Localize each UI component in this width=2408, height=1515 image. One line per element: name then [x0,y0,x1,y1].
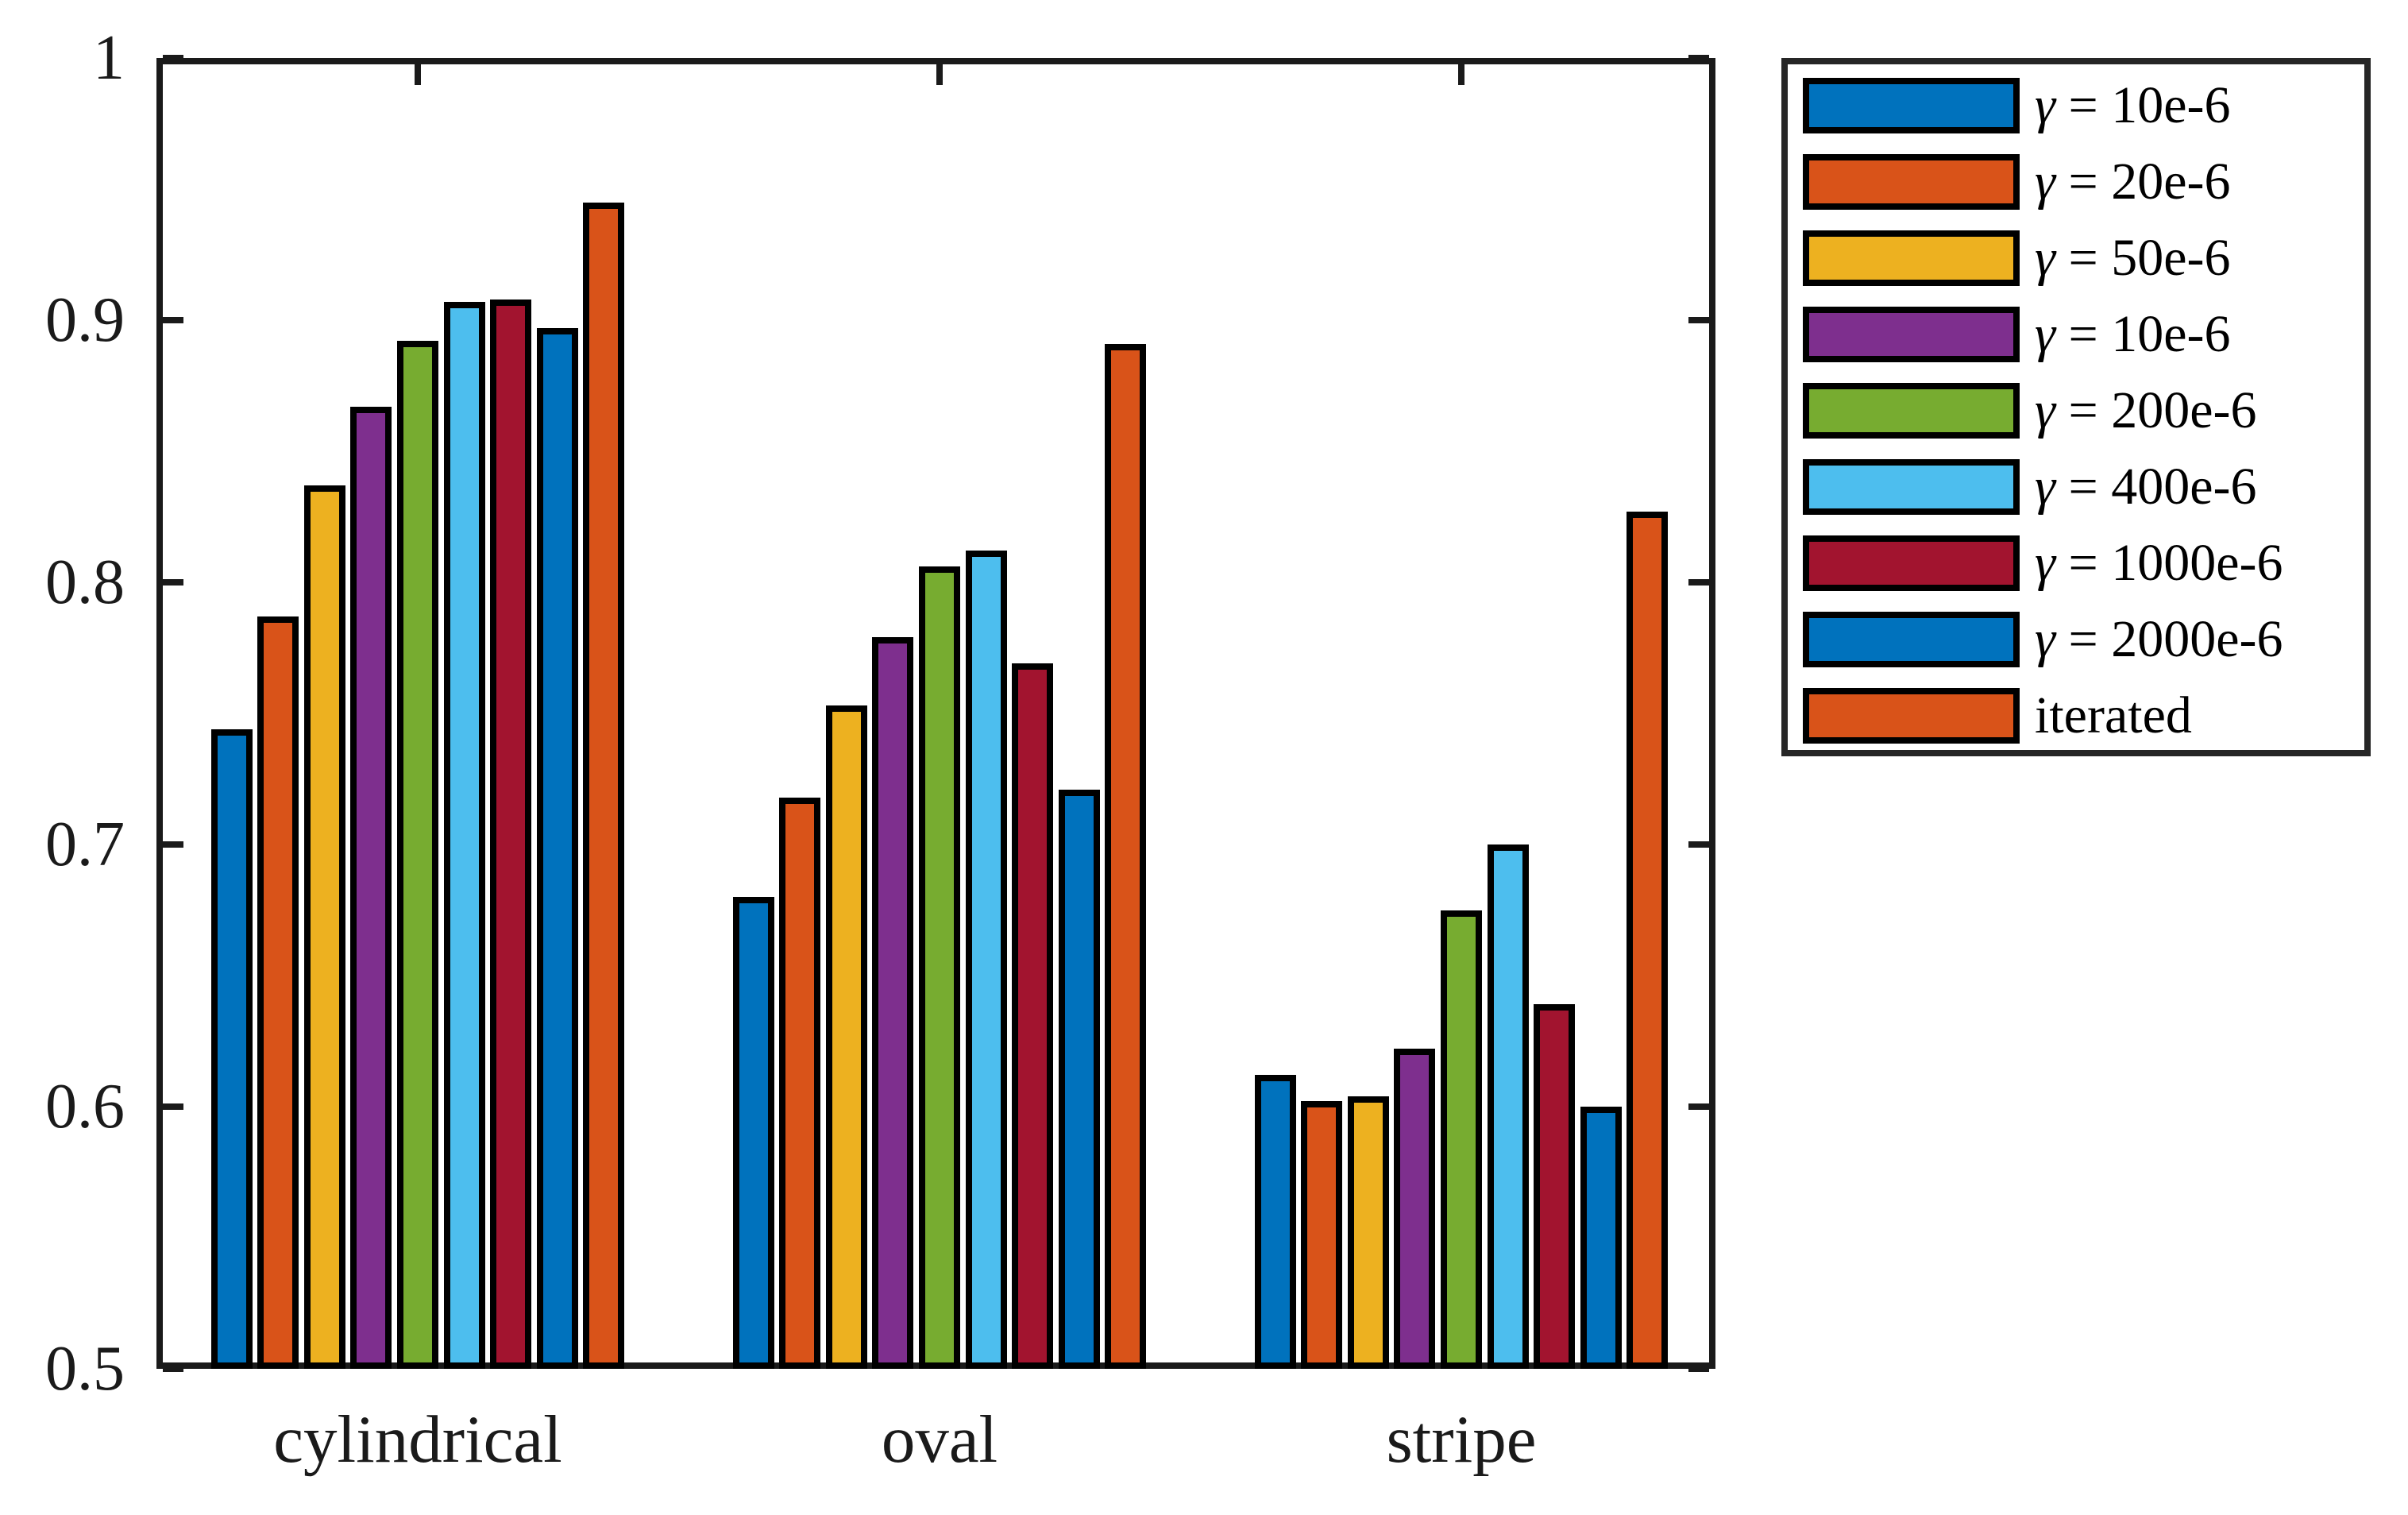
legend-label-4: γ = 10e-6 [2035,305,2231,363]
bar-stripe-series-1 [1254,1075,1296,1369]
y-tick-label-0.9: 0.9 [45,285,125,355]
legend-swatch-3 [1803,230,2020,286]
y-tick-label-0.6: 0.6 [45,1072,125,1142]
bar-oval-series-1 [732,897,774,1369]
x-tick-top-oval [936,64,943,85]
y-tick-label-0.8: 0.8 [45,547,125,617]
legend-label-3: γ = 50e-6 [2035,229,2231,287]
x-tick-label-oval: oval [881,1402,998,1477]
bar-cylindrical-series-2 [257,616,299,1369]
x-tick-label-cylindrical: cylindrical [273,1402,562,1477]
bar-stripe-series-3 [1347,1096,1389,1369]
bar-cylindrical-series-6 [443,301,485,1369]
bar-stripe-series-2 [1301,1101,1343,1369]
legend-swatch-9 [1803,688,2020,744]
legend-swatch-7 [1803,535,2020,591]
y-tick-right-0.5 [1688,1366,1709,1372]
bar-cylindrical-series-7 [490,299,532,1369]
bar-stripe-series-5 [1441,910,1482,1369]
y-tick-right-0.6 [1688,1103,1709,1110]
legend-swatch-8 [1803,612,2020,667]
gamma-symbol: γ [2035,381,2056,439]
bar-cylindrical-series-4 [350,406,392,1369]
bar-oval-series-6 [965,551,1007,1369]
gamma-symbol: γ [2035,458,2056,516]
y-tick-label-1: 1 [93,23,125,93]
legend-label-2: γ = 20e-6 [2035,153,2231,211]
bar-oval-series-4 [872,637,914,1369]
bar-cylindrical-series-3 [303,485,345,1369]
legend-label-1: γ = 10e-6 [2035,76,2231,134]
bar-oval-series-3 [825,705,867,1369]
bar-oval-series-5 [919,566,960,1369]
bar-cylindrical-series-5 [397,341,438,1369]
gamma-symbol: γ [2035,305,2056,363]
y-tick-right-0.8 [1688,579,1709,586]
legend-swatch-6 [1803,459,2020,515]
legend-label-5: γ = 200e-6 [2035,381,2257,439]
gamma-symbol: γ [2035,610,2056,668]
gamma-symbol: γ [2035,76,2056,134]
x-tick-top-cylindrical [415,64,421,85]
bar-stripe-series-4 [1394,1049,1436,1369]
legend-swatch-5 [1803,383,2020,439]
bar-oval-series-2 [779,797,821,1369]
y-tick-right-0.9 [1688,317,1709,323]
legend-swatch-2 [1803,154,2020,210]
legend-swatch-4 [1803,307,2020,362]
bar-stripe-series-9 [1627,511,1669,1369]
y-tick-right-0.7 [1688,841,1709,848]
y-tick-left-0.5 [163,1366,183,1372]
bar-stripe-series-8 [1580,1107,1622,1369]
y-tick-left-0.9 [163,317,183,323]
x-tick-label-stripe: stripe [1386,1402,1537,1477]
y-tick-right-1 [1688,55,1709,61]
bar-cylindrical-series-1 [210,729,253,1369]
bar-oval-series-8 [1058,789,1100,1369]
legend-label-7: γ = 1000e-6 [2035,534,2283,592]
bar-cylindrical-series-8 [536,327,578,1369]
y-tick-left-0.7 [163,841,183,848]
y-tick-left-1 [163,55,183,61]
gamma-symbol: γ [2035,229,2056,287]
gamma-symbol: γ [2035,153,2056,211]
legend-swatch-1 [1803,78,2020,133]
gamma-symbol: γ [2035,534,2056,592]
y-tick-left-0.8 [163,579,183,586]
legend-label-6: γ = 400e-6 [2035,458,2257,516]
bar-stripe-series-7 [1534,1004,1576,1369]
legend-label-9: iterated [2035,686,2192,744]
y-tick-label-0.5: 0.5 [45,1334,125,1404]
y-tick-label-0.7: 0.7 [45,810,125,879]
x-tick-top-stripe [1458,64,1464,85]
bar-oval-series-7 [1012,663,1054,1369]
bar-oval-series-9 [1105,343,1147,1369]
bar-cylindrical-series-9 [583,202,625,1369]
legend: γ = 10e-6 γ = 20e-6 γ = 50e-6 γ = 10e-6 γ = … [1781,58,2371,756]
bar-stripe-series-6 [1487,844,1529,1369]
y-tick-left-0.6 [163,1103,183,1110]
legend-label-8: γ = 2000e-6 [2035,610,2283,668]
